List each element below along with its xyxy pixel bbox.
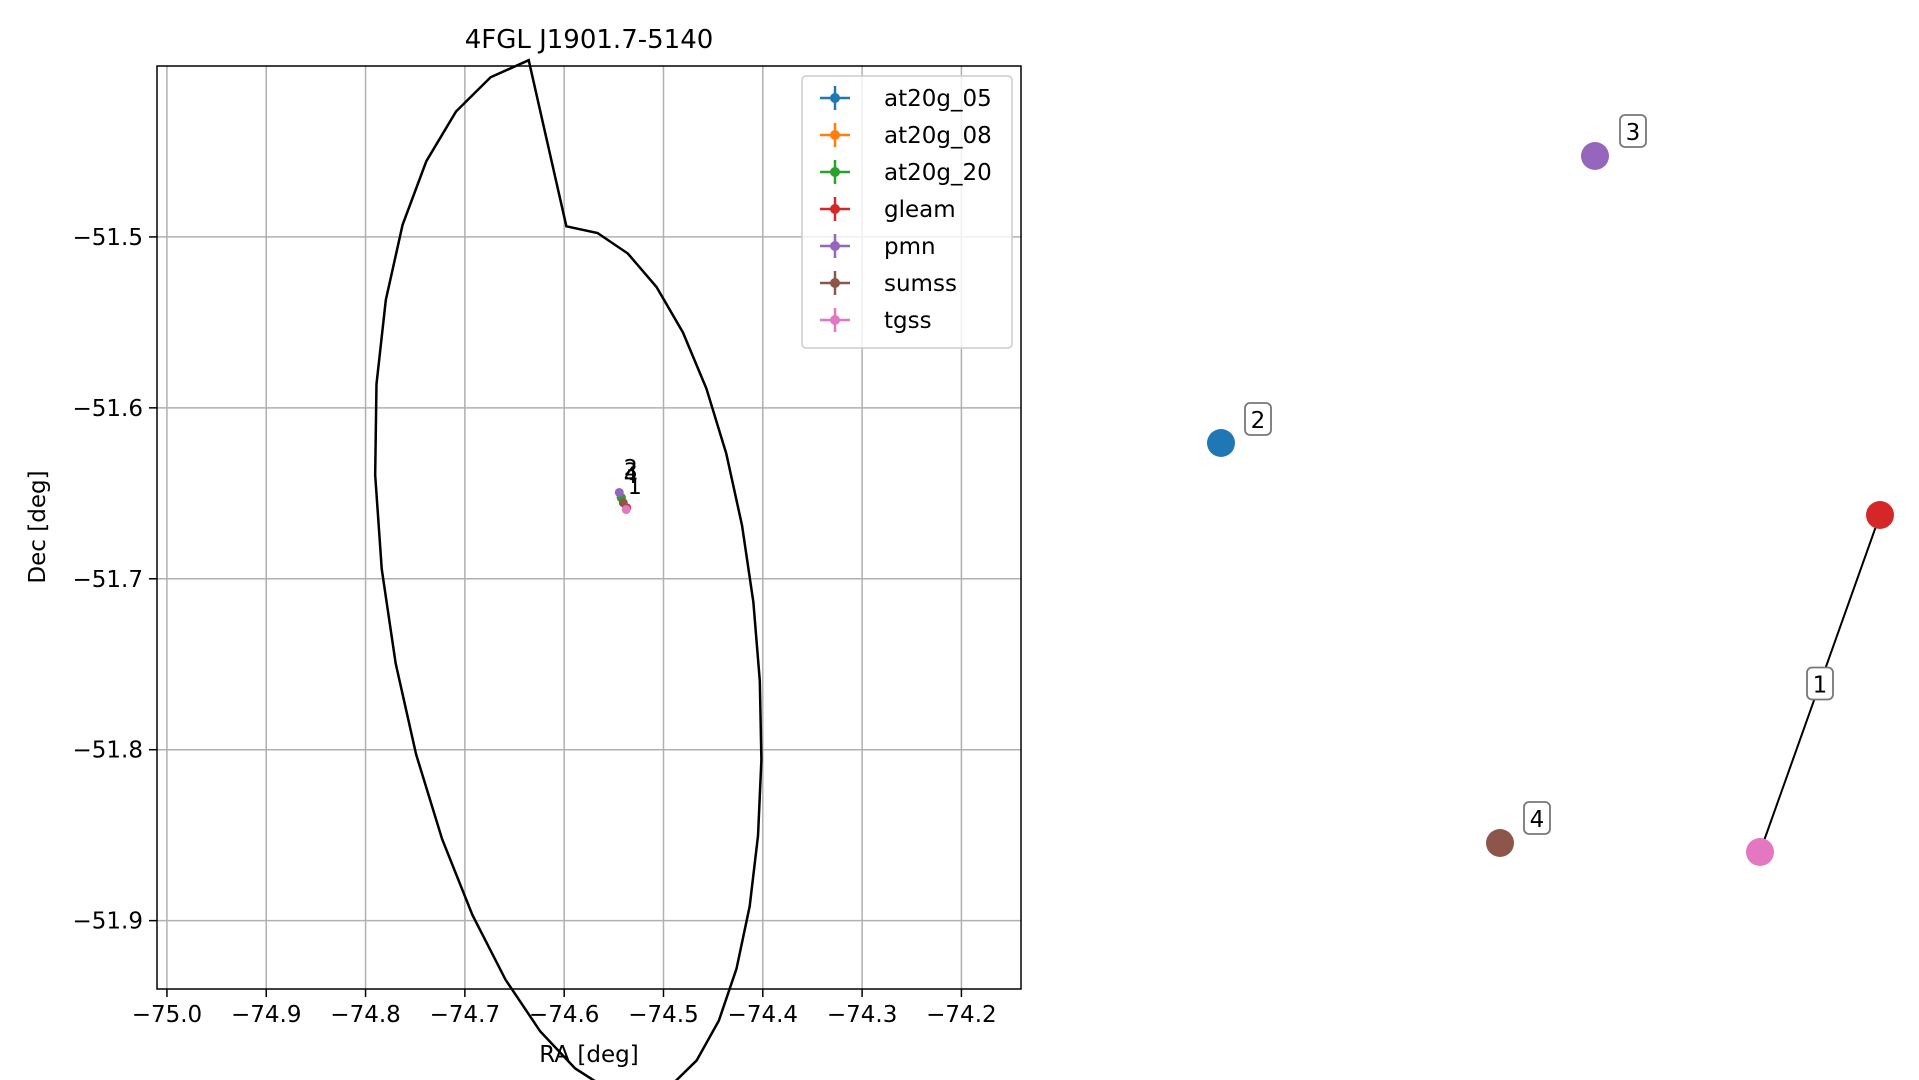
legend-marker-dot [830,130,840,140]
legend-marker-dot [830,278,840,288]
x-tick-label: −74.4 [728,1002,798,1028]
source-ellipse [373,58,763,1080]
y-tick-label: −51.6 [73,396,143,422]
network-node: 2 [1207,402,1272,457]
x-tick-label: −74.6 [529,1002,599,1028]
y-tick-label: −51.5 [73,225,143,251]
point-label: 3 [624,460,638,485]
plot-frame [156,65,1022,990]
legend-marker-dot [830,241,840,251]
x-tick-label: −74.7 [430,1002,500,1028]
ellipse-layer [373,58,763,1080]
node-label: 2 [1251,408,1266,434]
chart-title: 4FGL J1901.7-5140 [465,25,714,55]
legend-label: at20g_08 [884,123,992,149]
y-tick-label: −51.8 [73,738,143,764]
legend-item-sumss: sumss [820,271,957,297]
x-tick-label: −74.3 [827,1002,897,1028]
node-label: 3 [1626,120,1641,146]
x-tick-label: −74.2 [926,1002,996,1028]
network-node: 3 [1581,114,1647,170]
legend-item-gleam: gleam [820,197,956,223]
data-point-sumss [618,498,628,508]
y-tick-label: −51.9 [73,909,143,935]
network-edges: 1 [1759,514,1881,853]
network-node [1746,838,1774,866]
legend-marker-dot [830,204,840,214]
network-node-dot [1581,142,1609,170]
node-label: 4 [1530,807,1545,833]
x-tick-label: −75.0 [132,1002,202,1028]
network-graph: 1 2 3 4 [1207,114,1894,866]
y-axis-ticks: −51.5 −51.6 −51.7 −51.8 −51.9 [73,225,157,935]
data-point-tgss [621,505,631,515]
edge-label-box [1806,666,1834,701]
legend-label: tgss [884,308,932,334]
y-tick-label: −51.7 [73,567,143,593]
network-node-dot [1746,838,1774,866]
legend-item-tgss: tgss [820,308,932,334]
legend-item-pmn: pmn [820,234,936,260]
legend-item-at20g_05: at20g_05 [820,86,992,112]
legend-marker-dot [830,167,840,177]
node-label-box [1523,801,1551,835]
y-axis-label: Dec [deg] [25,470,51,583]
x-tick-label: −74.5 [628,1002,698,1028]
legend-label: sumss [884,271,957,297]
network-node-dot [1486,829,1514,857]
network-node: 4 [1486,801,1551,857]
legend-label: pmn [884,234,936,260]
point-label: 4 [624,464,638,489]
legend-label: gleam [884,197,956,223]
legend-item-at20g_20: at20g_20 [820,160,992,186]
legend-label: at20g_20 [884,160,992,186]
legend-box [801,75,1013,349]
legend-marker-dot [830,315,840,325]
point-label: 1 [628,475,642,500]
node-label-box [1244,402,1272,436]
legend-item-at20g_08: at20g_08 [820,123,992,149]
legend-label: at20g_05 [884,86,992,112]
network-node-dot [1207,429,1235,457]
data-point-pmn [614,487,624,497]
point-label: 2 [624,456,638,481]
x-tick-label: −74.8 [330,1002,400,1028]
x-tick-label: −74.9 [231,1002,301,1028]
network-node [1866,501,1894,529]
legend-marker-dot [830,93,840,103]
node-label-box [1619,114,1647,148]
network-nodes: 2 3 4 [1207,114,1894,866]
network-node-dot [1866,501,1894,529]
edge-label: 1 [1813,673,1828,699]
x-axis-ticks: −75.0 −74.9 −74.8 −74.7 −74.6 −74.5 −74.4 −74.3… [132,989,997,1028]
x-axis-label: RA [deg] [539,1042,638,1068]
